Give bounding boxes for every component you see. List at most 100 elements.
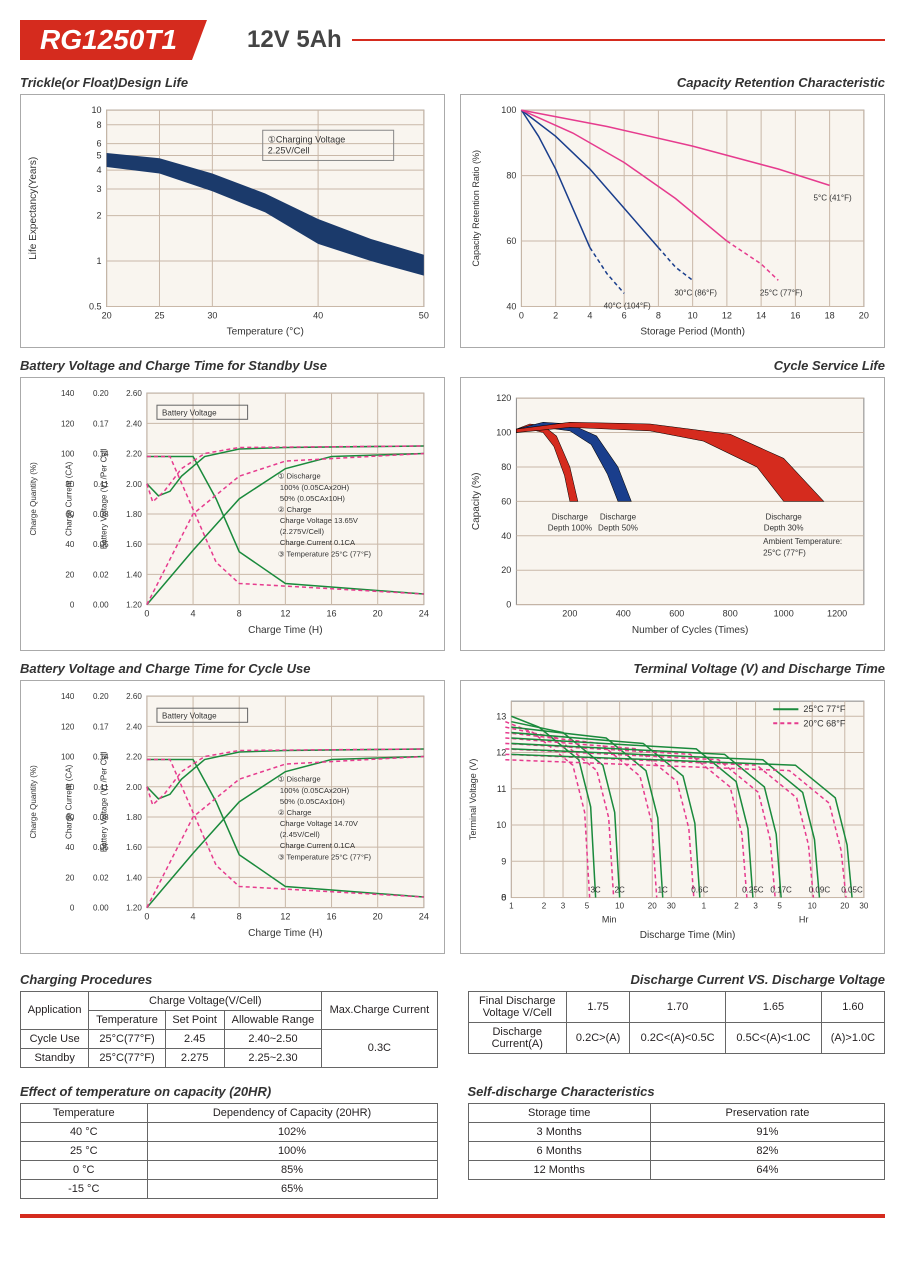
table-title: Effect of temperature on capacity (20HR) bbox=[20, 1084, 438, 1099]
svg-text:20: 20 bbox=[501, 565, 511, 575]
svg-text:8: 8 bbox=[237, 608, 242, 618]
table-row: 40 °C102% bbox=[21, 1122, 438, 1141]
svg-text:0.17C: 0.17C bbox=[770, 885, 792, 894]
footer-rule bbox=[20, 1214, 885, 1218]
table-row: 6 Months82% bbox=[468, 1141, 885, 1160]
svg-text:25: 25 bbox=[154, 311, 164, 321]
svg-text:140: 140 bbox=[61, 389, 75, 398]
svg-text:2: 2 bbox=[542, 901, 547, 910]
svg-text:2.20: 2.20 bbox=[126, 449, 142, 458]
table-title: Self-discharge Characteristics bbox=[468, 1084, 886, 1099]
table-title: Discharge Current VS. Discharge Voltage bbox=[468, 972, 886, 987]
svg-text:400: 400 bbox=[616, 608, 631, 618]
svg-text:5: 5 bbox=[97, 151, 102, 161]
svg-text:25°C (77°F): 25°C (77°F) bbox=[760, 288, 803, 297]
svg-text:0.00: 0.00 bbox=[93, 903, 109, 912]
svg-text:20: 20 bbox=[65, 570, 74, 579]
svg-text:30: 30 bbox=[667, 901, 676, 910]
svg-text:2C: 2C bbox=[614, 885, 624, 894]
th: Set Point bbox=[165, 1010, 224, 1029]
svg-text:0: 0 bbox=[519, 311, 524, 321]
svg-text:Charge Current (CA): Charge Current (CA) bbox=[64, 764, 73, 839]
svg-text:2.20: 2.20 bbox=[126, 752, 142, 761]
table-row: 25 °C100% bbox=[21, 1141, 438, 1160]
temp-capacity-table: TemperatureDependency of Capacity (20HR)… bbox=[20, 1103, 438, 1199]
svg-text:Life Expectancy(Years): Life Expectancy(Years) bbox=[28, 157, 39, 260]
svg-text:Hr: Hr bbox=[799, 914, 809, 924]
table-row: 0 °C85% bbox=[21, 1160, 438, 1179]
svg-text:12: 12 bbox=[496, 747, 506, 757]
svg-text:120: 120 bbox=[496, 393, 511, 403]
table-title: Charging Procedures bbox=[20, 972, 438, 987]
svg-text:24: 24 bbox=[419, 911, 429, 921]
svg-text:2.40: 2.40 bbox=[126, 419, 142, 428]
svg-text:10: 10 bbox=[91, 105, 101, 115]
svg-text:100: 100 bbox=[61, 752, 75, 761]
svg-text:120: 120 bbox=[61, 419, 75, 428]
svg-text:0.05C: 0.05C bbox=[841, 885, 863, 894]
svg-text:1.80: 1.80 bbox=[126, 510, 142, 519]
svg-text:Discharge Time (Min): Discharge Time (Min) bbox=[640, 930, 736, 941]
svg-text:Charge Time (H): Charge Time (H) bbox=[248, 928, 322, 939]
svg-text:11: 11 bbox=[497, 783, 506, 793]
chart-title: Battery Voltage and Charge Time for Stan… bbox=[20, 358, 445, 373]
svg-text:20°C 68°F: 20°C 68°F bbox=[803, 718, 845, 728]
svg-text:140: 140 bbox=[61, 692, 75, 701]
svg-text:50: 50 bbox=[419, 311, 429, 321]
svg-text:Battery Voltage: Battery Voltage bbox=[162, 711, 217, 720]
svg-text:4: 4 bbox=[191, 608, 196, 618]
svg-text:2: 2 bbox=[734, 901, 739, 910]
th: Dependency of Capacity (20HR) bbox=[147, 1103, 437, 1122]
svg-text:20: 20 bbox=[373, 911, 383, 921]
svg-text:40°C (104°F): 40°C (104°F) bbox=[604, 302, 651, 311]
svg-text:4: 4 bbox=[587, 311, 592, 321]
svg-text:25°C 77°F: 25°C 77°F bbox=[803, 704, 845, 714]
chart-title: Capacity Retention Characteristic bbox=[460, 75, 885, 90]
svg-text:1.20: 1.20 bbox=[126, 903, 142, 912]
svg-text:1200: 1200 bbox=[827, 608, 847, 618]
svg-text:2.60: 2.60 bbox=[126, 692, 142, 701]
svg-text:4: 4 bbox=[97, 165, 102, 175]
trickle-chart: 20253040500.5123456810Temperature (°C)Li… bbox=[20, 94, 445, 348]
svg-text:2.00: 2.00 bbox=[126, 782, 142, 791]
th: Max.Charge Current bbox=[322, 991, 437, 1029]
svg-text:30°C (86°F): 30°C (86°F) bbox=[674, 288, 717, 297]
svg-text:1: 1 bbox=[97, 256, 102, 266]
svg-text:600: 600 bbox=[669, 608, 684, 618]
svg-text:Battery Voltage: Battery Voltage bbox=[162, 408, 217, 417]
svg-text:20: 20 bbox=[373, 608, 383, 618]
svg-text:13: 13 bbox=[496, 711, 506, 721]
header-rule bbox=[352, 39, 885, 41]
svg-text:20: 20 bbox=[65, 873, 74, 882]
th: Temperature bbox=[89, 1010, 165, 1029]
svg-text:16: 16 bbox=[326, 608, 336, 618]
svg-text:10: 10 bbox=[496, 820, 506, 830]
svg-text:Capacity (%): Capacity (%) bbox=[471, 472, 482, 530]
svg-text:1.60: 1.60 bbox=[126, 843, 142, 852]
svg-text:40: 40 bbox=[506, 302, 516, 312]
th: Allowable Range bbox=[224, 1010, 322, 1029]
svg-text:10: 10 bbox=[615, 901, 624, 910]
svg-text:18: 18 bbox=[825, 311, 835, 321]
svg-text:9: 9 bbox=[501, 856, 506, 866]
th: Discharge Current(A) bbox=[468, 1022, 567, 1053]
svg-text:2.60: 2.60 bbox=[126, 389, 142, 398]
svg-text:8: 8 bbox=[237, 911, 242, 921]
svg-text:40: 40 bbox=[65, 540, 74, 549]
svg-text:Charge Time (H): Charge Time (H) bbox=[248, 625, 322, 636]
svg-text:1.40: 1.40 bbox=[126, 873, 142, 882]
svg-text:2.00: 2.00 bbox=[126, 480, 142, 489]
svg-text:8: 8 bbox=[656, 311, 661, 321]
svg-text:1.40: 1.40 bbox=[126, 570, 142, 579]
svg-text:0.09C: 0.09C bbox=[809, 885, 831, 894]
chart-title: Terminal Voltage (V) and Discharge Time bbox=[460, 661, 885, 676]
svg-text:Number of Cycles (Times): Number of Cycles (Times) bbox=[632, 625, 748, 636]
svg-text:14: 14 bbox=[756, 311, 766, 321]
svg-text:20: 20 bbox=[102, 311, 112, 321]
table-row: -15 °C65% bbox=[21, 1179, 438, 1198]
svg-text:0: 0 bbox=[144, 608, 149, 618]
svg-text:0.00: 0.00 bbox=[93, 600, 109, 609]
charging-table: Application Charge Voltage(V/Cell) Max.C… bbox=[20, 991, 438, 1068]
svg-text:20: 20 bbox=[859, 311, 869, 321]
th: Final Discharge Voltage V/Cell bbox=[468, 991, 567, 1022]
